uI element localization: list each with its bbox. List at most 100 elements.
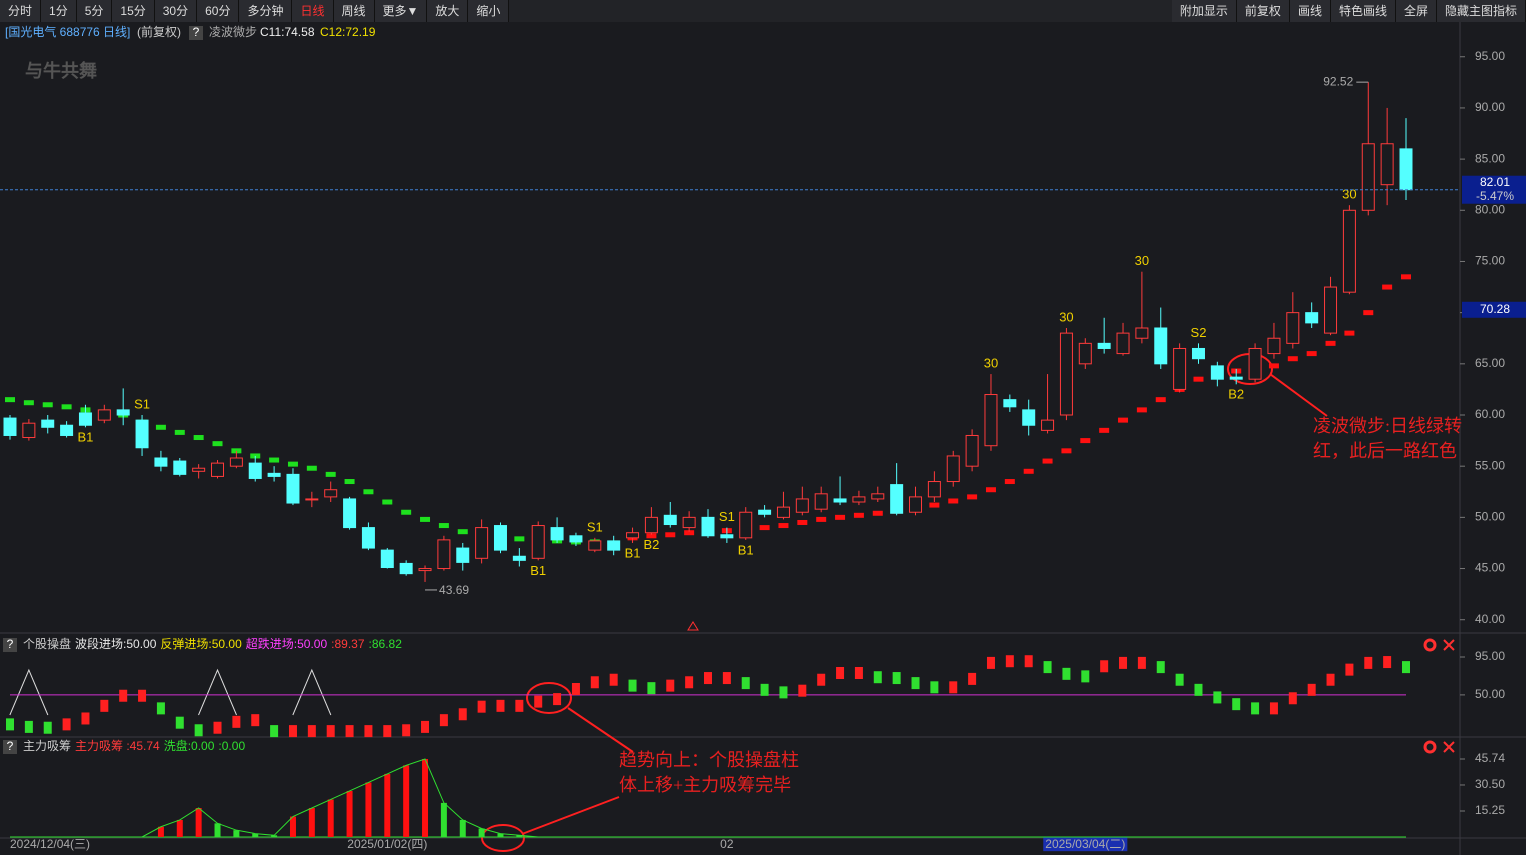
candle-body [286, 473, 300, 504]
settings-icon[interactable] [1423, 740, 1437, 754]
candle-body [1267, 337, 1281, 355]
candle-body [60, 424, 74, 436]
toolbar-button[interactable]: 1分 [41, 0, 77, 22]
candle-body [248, 462, 262, 479]
candle-body [1361, 143, 1375, 211]
candle-body [512, 555, 526, 561]
toolbar-button[interactable]: 周线 [333, 0, 375, 22]
callouts [481, 353, 1328, 852]
help[interactable]: ? [7, 637, 14, 651]
legend-text: 波段进场:50.00 [75, 636, 157, 651]
step-mark [816, 516, 827, 522]
indicator-bar [81, 712, 90, 725]
close-icon[interactable] [1443, 741, 1455, 753]
price-tag [1462, 301, 1526, 318]
indicator-bar [251, 714, 260, 727]
toolbar-button[interactable]: 画线 [1289, 0, 1331, 22]
help[interactable]: ? [193, 25, 200, 39]
indicator-bar [609, 673, 618, 686]
indicator-bar [949, 681, 958, 694]
candle-body [644, 516, 658, 534]
toolbar-button[interactable]: 特色画线 [1330, 0, 1396, 22]
toolbar-button[interactable]: 分时 [0, 0, 42, 22]
toolbar-button[interactable]: 60分 [197, 0, 240, 22]
candle-body [437, 539, 451, 570]
indicator-bar [421, 720, 430, 733]
step-mark [344, 479, 355, 485]
indicator-bar [798, 684, 807, 697]
indicator-bar [6, 718, 14, 731]
candle-body [607, 540, 621, 551]
candle-body [1135, 327, 1149, 339]
candle-body [1248, 347, 1262, 380]
candle-body [324, 489, 338, 498]
indicator-line [10, 758, 1406, 838]
candle-body [852, 496, 866, 503]
candle-body [475, 527, 489, 559]
candle-body [1173, 347, 1187, 390]
y-tick-label: 65.00 [1475, 356, 1505, 370]
indicator-bar [779, 686, 788, 699]
candle-body [399, 562, 413, 575]
step-mark [1118, 417, 1129, 423]
toolbar-button[interactable]: 日线 [292, 0, 334, 22]
step-mark [665, 532, 676, 538]
volume-bar [214, 823, 221, 837]
step-mark [438, 523, 449, 529]
indicator-bar [1137, 656, 1146, 669]
toolbar-button[interactable]: 更多▼ [374, 0, 428, 22]
candle-body [758, 509, 772, 515]
price-tag-value: 82.01 [1480, 175, 1510, 189]
candle-body [305, 498, 319, 501]
candle-body [135, 419, 149, 449]
logo: 与牛共舞 [25, 60, 97, 81]
step-mark [872, 510, 883, 516]
y-tick-label: 30.50 [1475, 777, 1505, 791]
candle-body [1041, 419, 1055, 431]
toolbar-button[interactable]: 缩小 [468, 0, 510, 22]
help-box [3, 740, 17, 754]
signal-label: S1 [587, 519, 603, 534]
toolbar-button[interactable]: 多分钟 [239, 0, 293, 22]
help[interactable]: ? [7, 739, 14, 753]
indicator-bar [534, 695, 543, 708]
candle-body [211, 462, 225, 477]
chart: 与牛共舞 [国光电气 688776 日线] (前复权) ? 凌波微步 C11:7… [0, 22, 1526, 855]
legend-text: :89.37 [331, 637, 365, 651]
signal-label: B2 [643, 537, 659, 552]
indicator-bar [553, 693, 562, 706]
step-mark [174, 429, 185, 435]
toolbar-button[interactable]: 前复权 [1236, 0, 1290, 22]
y-tick-label: 60.00 [1475, 407, 1505, 421]
toolbar-button[interactable]: 隐藏主图指标 [1436, 0, 1526, 22]
volume-bar [346, 790, 353, 837]
toolbar-button[interactable]: 30分 [154, 0, 198, 22]
indicator-name: 凌波微步 [209, 25, 257, 39]
volume-bar [459, 819, 466, 837]
toolbar-button[interactable]: 附加显示 [1171, 0, 1237, 22]
step-mark [759, 525, 770, 531]
candle-body [1116, 332, 1130, 355]
help-box [3, 638, 17, 652]
candle-body [343, 498, 357, 529]
legend-text: :0.00 [218, 739, 245, 753]
background [0, 22, 1526, 855]
toolbar-button[interactable]: 5分 [76, 0, 113, 22]
indicator-bar [402, 724, 411, 737]
indicator-bar [666, 679, 675, 692]
candle-body [1286, 312, 1300, 344]
signal-label: S1 [134, 396, 150, 411]
close-icon[interactable] [1443, 639, 1455, 651]
triangle [292, 668, 332, 716]
indicator-bar [1043, 661, 1052, 674]
settings-icon[interactable] [1423, 638, 1437, 652]
candle-body [418, 568, 432, 572]
volume-bar [308, 808, 315, 837]
step-mark [1363, 310, 1374, 316]
toolbar-button[interactable]: 15分 [112, 0, 155, 22]
toolbar-button[interactable]: 全屏 [1395, 0, 1437, 22]
signal-label: S1 [719, 509, 735, 524]
triangle [198, 668, 237, 716]
toolbar-button[interactable]: 放大 [427, 0, 469, 22]
